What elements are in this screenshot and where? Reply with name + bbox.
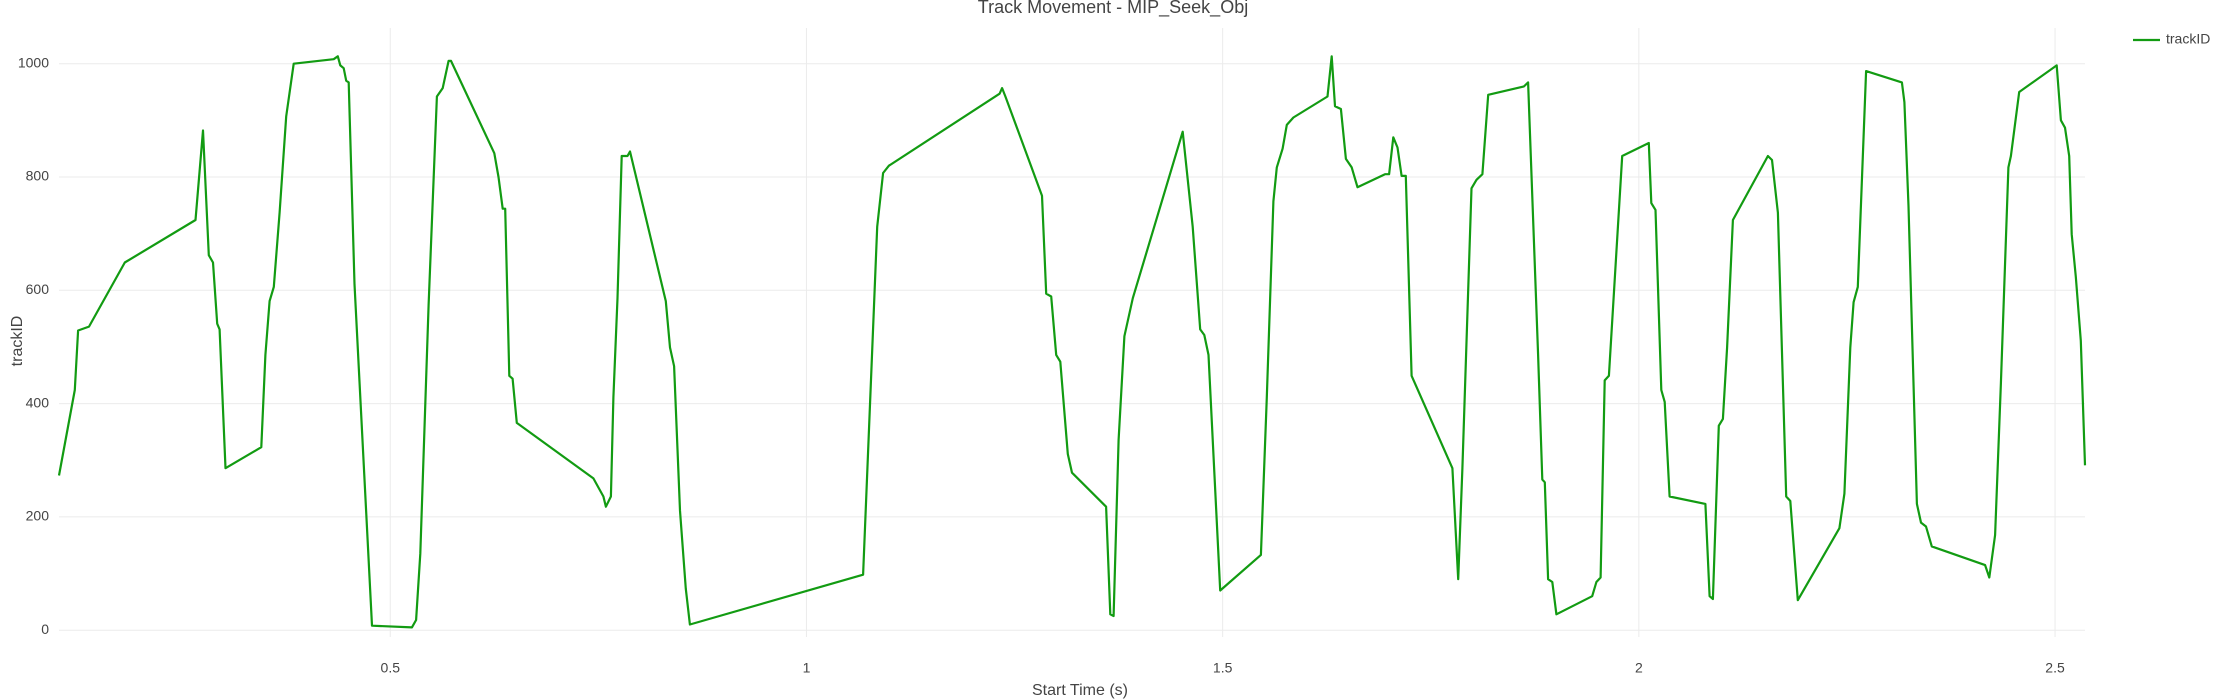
x-tick-label: 0.5 bbox=[381, 660, 401, 676]
y-tick-label: 0 bbox=[41, 621, 49, 637]
x-tick-label: 1 bbox=[803, 660, 811, 676]
y-axis-label: trackID bbox=[9, 316, 26, 367]
y-tick-label: 200 bbox=[26, 508, 50, 524]
data-line bbox=[57, 55, 2087, 629]
x-tick-label: 2 bbox=[1635, 660, 1643, 676]
chart-title: Track Movement - MIP_Seek_Obj bbox=[978, 0, 1248, 18]
x-tick-label: 2.5 bbox=[2045, 660, 2065, 676]
y-tick-label: 1000 bbox=[18, 54, 49, 70]
x-tick-label: 1.5 bbox=[1213, 660, 1233, 676]
y-tick-label: 400 bbox=[26, 394, 50, 410]
x-axis-label: Start Time (s) bbox=[1032, 682, 1128, 699]
y-tick-label: 800 bbox=[26, 168, 50, 184]
y-tick-label: 600 bbox=[26, 281, 50, 297]
legend-label: trackID bbox=[2166, 31, 2210, 47]
